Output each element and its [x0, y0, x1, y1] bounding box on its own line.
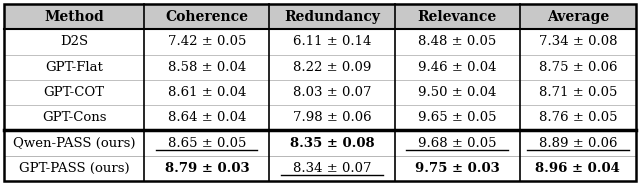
Text: 9.50 ± 0.04: 9.50 ± 0.04 — [418, 86, 497, 99]
Text: GPT-Cons: GPT-Cons — [42, 111, 106, 124]
Text: D2S: D2S — [60, 36, 88, 48]
Text: 8.22 ± 0.09: 8.22 ± 0.09 — [293, 61, 371, 74]
Text: 8.34 ± 0.07: 8.34 ± 0.07 — [292, 162, 371, 175]
Text: GPT-PASS (ours): GPT-PASS (ours) — [19, 162, 129, 175]
Text: Redundancy: Redundancy — [284, 10, 380, 24]
Text: 7.34 ± 0.08: 7.34 ± 0.08 — [539, 36, 617, 48]
Bar — [4, 4, 636, 29]
Text: 7.98 ± 0.06: 7.98 ± 0.06 — [292, 111, 371, 124]
Text: 8.65 ± 0.05: 8.65 ± 0.05 — [168, 137, 246, 149]
Text: 8.96 ± 0.04: 8.96 ± 0.04 — [536, 162, 620, 175]
Text: 8.89 ± 0.06: 8.89 ± 0.06 — [539, 137, 617, 149]
Text: 9.65 ± 0.05: 9.65 ± 0.05 — [418, 111, 497, 124]
Text: Coherence: Coherence — [165, 10, 248, 24]
Text: 8.79 ± 0.03: 8.79 ± 0.03 — [164, 162, 249, 175]
Text: 8.03 ± 0.07: 8.03 ± 0.07 — [292, 86, 371, 99]
Text: Method: Method — [44, 10, 104, 24]
Text: 8.64 ± 0.04: 8.64 ± 0.04 — [168, 111, 246, 124]
Text: 6.11 ± 0.14: 6.11 ± 0.14 — [293, 36, 371, 48]
Text: 8.48 ± 0.05: 8.48 ± 0.05 — [418, 36, 496, 48]
Text: Qwen-PASS (ours): Qwen-PASS (ours) — [13, 137, 136, 149]
Text: GPT-COT: GPT-COT — [44, 86, 105, 99]
Text: 8.61 ± 0.04: 8.61 ± 0.04 — [168, 86, 246, 99]
Text: 8.71 ± 0.05: 8.71 ± 0.05 — [539, 86, 617, 99]
Text: 8.58 ± 0.04: 8.58 ± 0.04 — [168, 61, 246, 74]
Text: 8.35 ± 0.08: 8.35 ± 0.08 — [290, 137, 374, 149]
Text: Average: Average — [547, 10, 609, 24]
Text: 8.76 ± 0.05: 8.76 ± 0.05 — [539, 111, 617, 124]
Text: 9.68 ± 0.05: 9.68 ± 0.05 — [418, 137, 497, 149]
Text: 7.42 ± 0.05: 7.42 ± 0.05 — [168, 36, 246, 48]
Text: Relevance: Relevance — [417, 10, 497, 24]
Text: 9.75 ± 0.03: 9.75 ± 0.03 — [415, 162, 499, 175]
Text: 8.75 ± 0.06: 8.75 ± 0.06 — [539, 61, 617, 74]
Text: GPT-Flat: GPT-Flat — [45, 61, 103, 74]
Text: 9.46 ± 0.04: 9.46 ± 0.04 — [418, 61, 497, 74]
